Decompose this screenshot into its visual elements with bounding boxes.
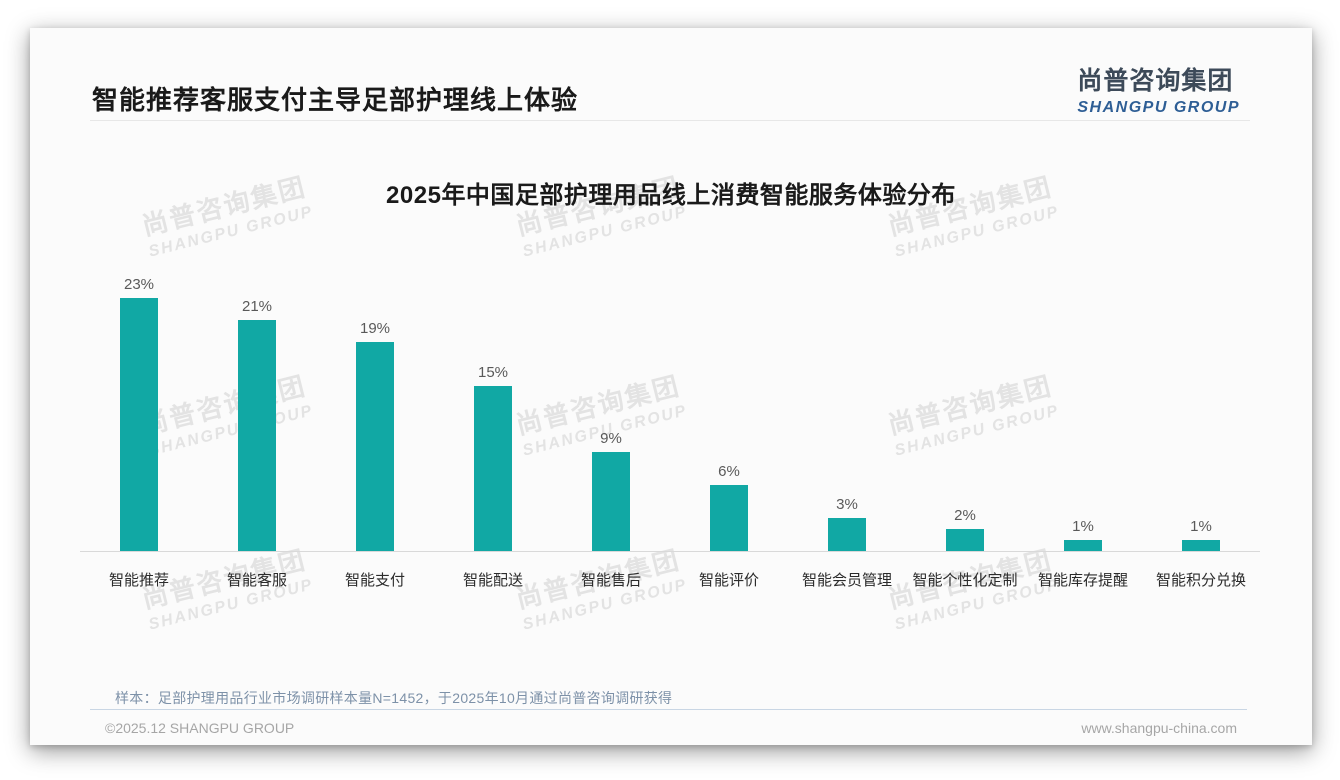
bar-column: 2% (906, 507, 1024, 551)
bar-category-label: 智能库存提醒 (1037, 572, 1128, 589)
bar-chart-plot: 23% 21% 19% 15% 9% 6% 3% 2% 1% 1% (80, 264, 1260, 552)
bar-value-label: 6% (718, 463, 740, 480)
bar-category-label: 智能个性化定制 (912, 572, 1018, 589)
bar (710, 485, 748, 551)
bar-value-label: 23% (123, 276, 155, 293)
bar-column: 3% (788, 496, 906, 551)
footer: ©2025.12 SHANGPU GROUP www.shangpu-china… (30, 720, 1312, 736)
bar-category-label: 智能积分兑换 (1155, 572, 1246, 589)
chart-title: 2025年中国足部护理用品线上消费智能服务体验分布 (386, 182, 956, 209)
header-divider (90, 120, 1250, 121)
bar-column: 21% (198, 298, 316, 551)
bar-column: 19% (316, 320, 434, 551)
bar-category-label: 智能配送 (462, 572, 523, 589)
bar (120, 298, 158, 551)
bar-column: 15% (434, 364, 552, 551)
bar (356, 342, 394, 551)
website-url: www.shangpu-china.com (1081, 720, 1237, 736)
bar-column: 1% (1142, 518, 1260, 551)
bar (238, 320, 276, 551)
bar-value-label: 3% (836, 496, 858, 513)
copyright-text: ©2025.12 SHANGPU GROUP (105, 720, 295, 736)
bar (592, 452, 630, 551)
bar-category-label: 智能会员管理 (801, 572, 892, 589)
footer-divider (90, 709, 1247, 710)
bar-value-label: 15% (477, 364, 509, 381)
bar-value-label: 1% (1072, 518, 1094, 535)
bar (1064, 540, 1102, 551)
bar-category-label: 智能推荐 (108, 572, 169, 589)
bar-chart-category-axis: 智能推荐 智能客服 智能支付 智能配送 智能售后 智能评价 智能会员管理 智能个性化定制 智能库… (80, 569, 1260, 590)
report-card: 尚普咨询集团 SHANGPU GROUP 尚普咨询集团 SHANGPU GROUP 尚普… (30, 28, 1312, 745)
bar-value-label: 9% (600, 430, 622, 447)
logo-chinese-text: 尚普咨询集团 (1077, 67, 1234, 95)
bar-category-label: 智能售后 (580, 572, 641, 589)
logo-english-text: SHANGPU GROUP (1077, 99, 1240, 116)
bar (946, 529, 984, 551)
bar (474, 386, 512, 551)
bar-value-label: 1% (1190, 518, 1212, 535)
bar-value-label: 19% (359, 320, 391, 337)
bar-column: 9% (552, 430, 670, 551)
company-logo: 尚普咨询集团 SHANGPU GROUP (1077, 61, 1240, 117)
sample-note: 样本：足部护理用品行业市场调研样本量N=1452，于2025年10月通过尚普咨询… (115, 690, 673, 706)
page-title: 智能推荐客服支付主导足部护理线上体验 (92, 85, 579, 115)
bar-category-label: 智能客服 (226, 572, 287, 589)
bar-column: 1% (1024, 518, 1142, 551)
bar-value-label: 2% (954, 507, 976, 524)
bar (1182, 540, 1220, 551)
bar-category-label: 智能支付 (344, 572, 405, 589)
bar-category-label: 智能评价 (698, 572, 759, 589)
bar (828, 518, 866, 551)
bar-value-label: 21% (241, 298, 273, 315)
bar-column: 23% (80, 276, 198, 551)
bar-column: 6% (670, 463, 788, 551)
